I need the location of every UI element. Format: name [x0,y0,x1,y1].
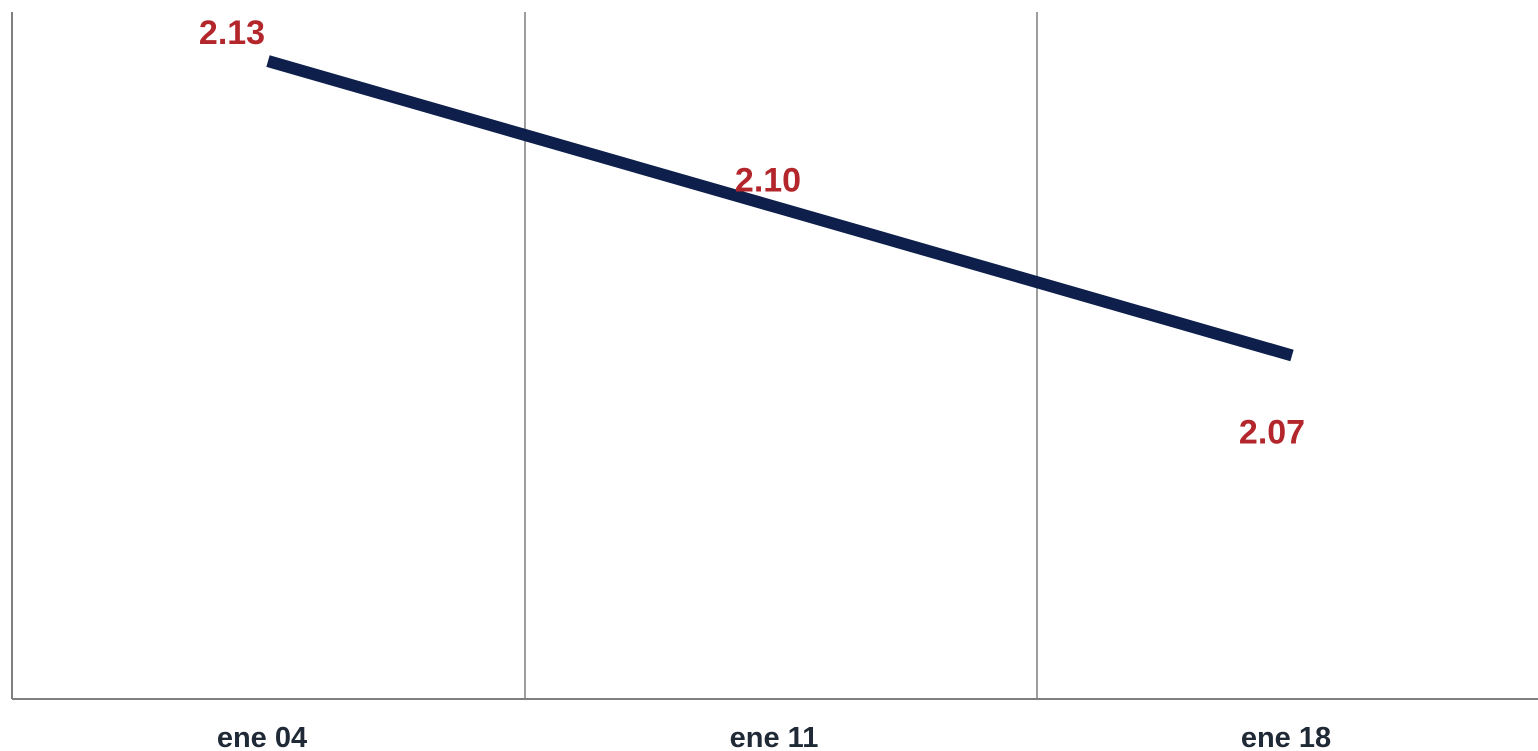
data-label-0: 2.13 [199,14,265,52]
axes [11,12,1538,700]
x-tick-label-1: ene 11 [730,722,819,751]
x-tick-label-0: ene 04 [217,722,307,751]
data-label-1: 2.10 [735,161,801,199]
data-labels: 2.13 2.10 2.07 [199,14,1305,451]
series-layer [266,55,1294,362]
data-label-2: 2.07 [1239,414,1305,452]
x-axis-tick-labels: ene 04 ene 11 ene 18 [217,722,1331,751]
grid-lines [524,12,1038,699]
x-tick-label-2: ene 18 [1241,722,1331,751]
